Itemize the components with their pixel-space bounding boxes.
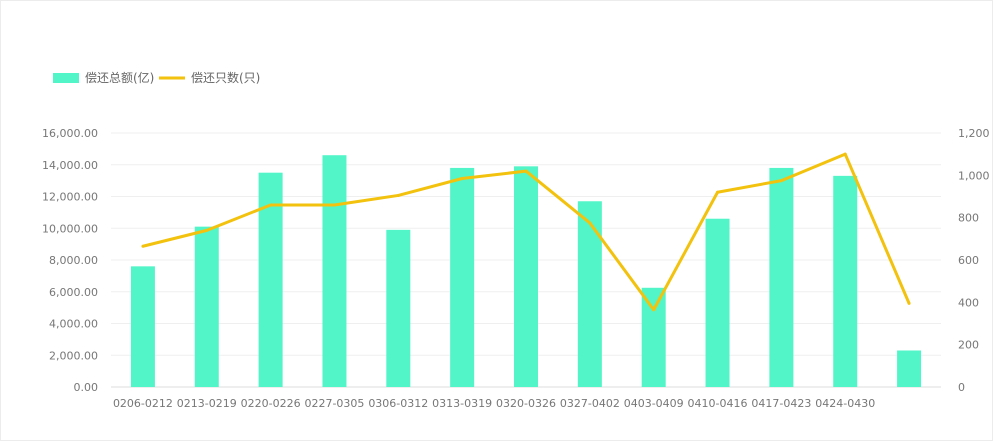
y-right-tick-label: 0 <box>958 381 965 394</box>
bar <box>194 226 219 387</box>
line-point <box>588 221 592 225</box>
y-left-tick-label: 16,000.00 <box>42 127 98 140</box>
x-tick-label: 0313-0319 <box>432 397 492 410</box>
y-right-tick-label: 800 <box>958 212 979 225</box>
x-tick-label: 0410-0416 <box>688 397 748 410</box>
x-tick-label: 0417-0423 <box>751 397 811 410</box>
line-point <box>907 301 911 305</box>
y-right-tick-label: 600 <box>958 254 979 267</box>
x-tick-label: 0424-0430 <box>815 397 875 410</box>
x-tick-label: 0320-0326 <box>496 397 556 410</box>
y-left-tick-label: 10,000.00 <box>42 222 98 235</box>
legend-swatch-bar <box>53 73 79 83</box>
y-right-tick-label: 1,000 <box>958 169 990 182</box>
legend-label-line[interactable]: 偿还只数(只) <box>191 70 260 85</box>
bar <box>705 218 730 387</box>
y-left-tick-label: 14,000.00 <box>42 159 98 172</box>
bar <box>769 167 794 387</box>
x-tick-label: 0213-0219 <box>177 397 237 410</box>
y-right-tick-label: 400 <box>958 296 979 309</box>
line-point <box>396 193 400 197</box>
x-tick-label: 0220-0226 <box>241 397 301 410</box>
y-left-tick-label: 0.00 <box>74 381 99 394</box>
legend: 偿还总额(亿) 偿还只数(只) <box>53 70 260 85</box>
line-point <box>332 203 336 207</box>
legend-label-bar[interactable]: 偿还总额(亿) <box>85 70 154 85</box>
x-tick-label: 0403-0409 <box>624 397 684 410</box>
line-series <box>141 152 911 312</box>
bar <box>833 175 858 387</box>
line-point <box>716 190 720 194</box>
y-left-tick-label: 6,000.00 <box>49 286 98 299</box>
x-axis: 0206-0212 0213-0219 0220-0226 0227-0305 0306… <box>113 397 875 410</box>
bar <box>130 266 155 387</box>
x-tick-label: 0327-0402 <box>560 397 620 410</box>
bar <box>450 167 475 387</box>
bar-series <box>130 155 922 387</box>
y-right-tick-label: 1,200 <box>958 127 990 140</box>
bar <box>577 201 602 387</box>
bar <box>897 350 922 387</box>
y-axis-left: 0.00 2,000.00 4,000.00 6,000.00 8,000.00 10,0… <box>42 127 98 394</box>
line-point <box>269 203 273 207</box>
line-point <box>205 228 209 232</box>
y-left-tick-label: 8,000.00 <box>49 254 98 267</box>
y-right-tick-label: 200 <box>958 339 979 352</box>
bar <box>641 287 666 387</box>
bar <box>386 229 411 387</box>
line-point <box>141 244 145 248</box>
x-tick-label: 0227-0305 <box>304 397 364 410</box>
y-axis-right: 0 200 400 600 800 1,000 1,200 <box>958 127 990 394</box>
line-point <box>843 152 847 156</box>
line-point <box>524 169 528 173</box>
bar <box>514 166 538 387</box>
line-point <box>779 179 783 183</box>
line-point <box>652 308 656 312</box>
line-point <box>460 177 464 181</box>
x-tick-label: 0206-0212 <box>113 397 173 410</box>
y-left-tick-label: 2,000.00 <box>49 349 98 362</box>
y-left-tick-label: 12,000.00 <box>42 191 98 204</box>
y-left-tick-label: 4,000.00 <box>49 318 98 331</box>
bar <box>322 155 347 387</box>
x-tick-label: 0306-0312 <box>368 397 428 410</box>
